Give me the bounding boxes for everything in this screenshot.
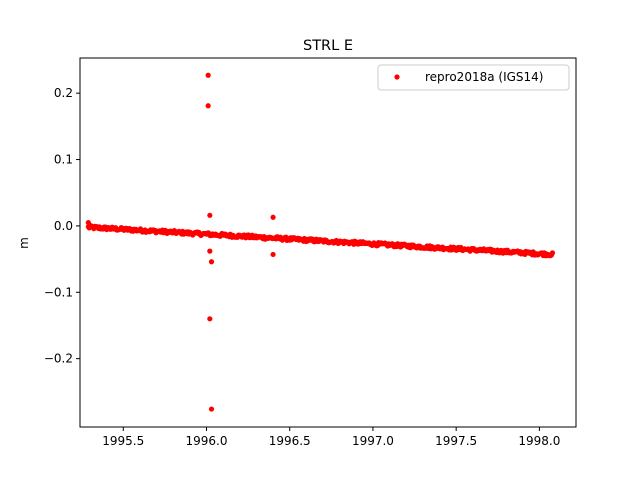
- outlier-point: [270, 214, 276, 220]
- outlier-point: [85, 219, 91, 226]
- y-tick-label: 0.2: [54, 86, 73, 100]
- y-tick-label: −0.1: [44, 285, 73, 299]
- legend-marker: [394, 74, 400, 80]
- data-points: [85, 72, 556, 412]
- outlier-point: [207, 248, 213, 254]
- data-point: [549, 250, 556, 256]
- outlier-point: [208, 406, 215, 412]
- legend-box: [377, 64, 570, 91]
- y-tick-label: −0.2: [44, 352, 73, 366]
- outlier-point: [270, 251, 276, 258]
- x-tick-label: 1997.5: [435, 434, 477, 448]
- legend: repro2018a (IGS14): [377, 64, 570, 91]
- outlier-point: [208, 259, 215, 265]
- plot-frame: [79, 57, 577, 428]
- x-tick-label: 1998.0: [518, 434, 560, 448]
- outlier-point: [205, 72, 211, 78]
- x-axis-ticks: 1995.5 1996.0 1996.5 1997.0 1997.5 1998.0: [102, 427, 560, 448]
- y-axis-ticks: −0.2 −0.1 0.0 0.1 0.2: [44, 86, 80, 366]
- y-axis-label: m: [17, 237, 31, 249]
- y-tick-label: 0.1: [54, 153, 73, 167]
- legend-entry: repro2018a (IGS14): [425, 70, 543, 84]
- outlier-point: [207, 212, 213, 218]
- x-tick-label: 1995.5: [102, 434, 144, 448]
- x-tick-label: 1996.5: [269, 434, 311, 448]
- outlier-point: [205, 103, 211, 109]
- outlier-point: [207, 316, 213, 322]
- y-tick-label: 0.0: [54, 219, 73, 233]
- x-tick-label: 1997.0: [352, 434, 394, 448]
- chart-title: STRL E: [303, 38, 353, 54]
- x-tick-label: 1996.0: [185, 434, 227, 448]
